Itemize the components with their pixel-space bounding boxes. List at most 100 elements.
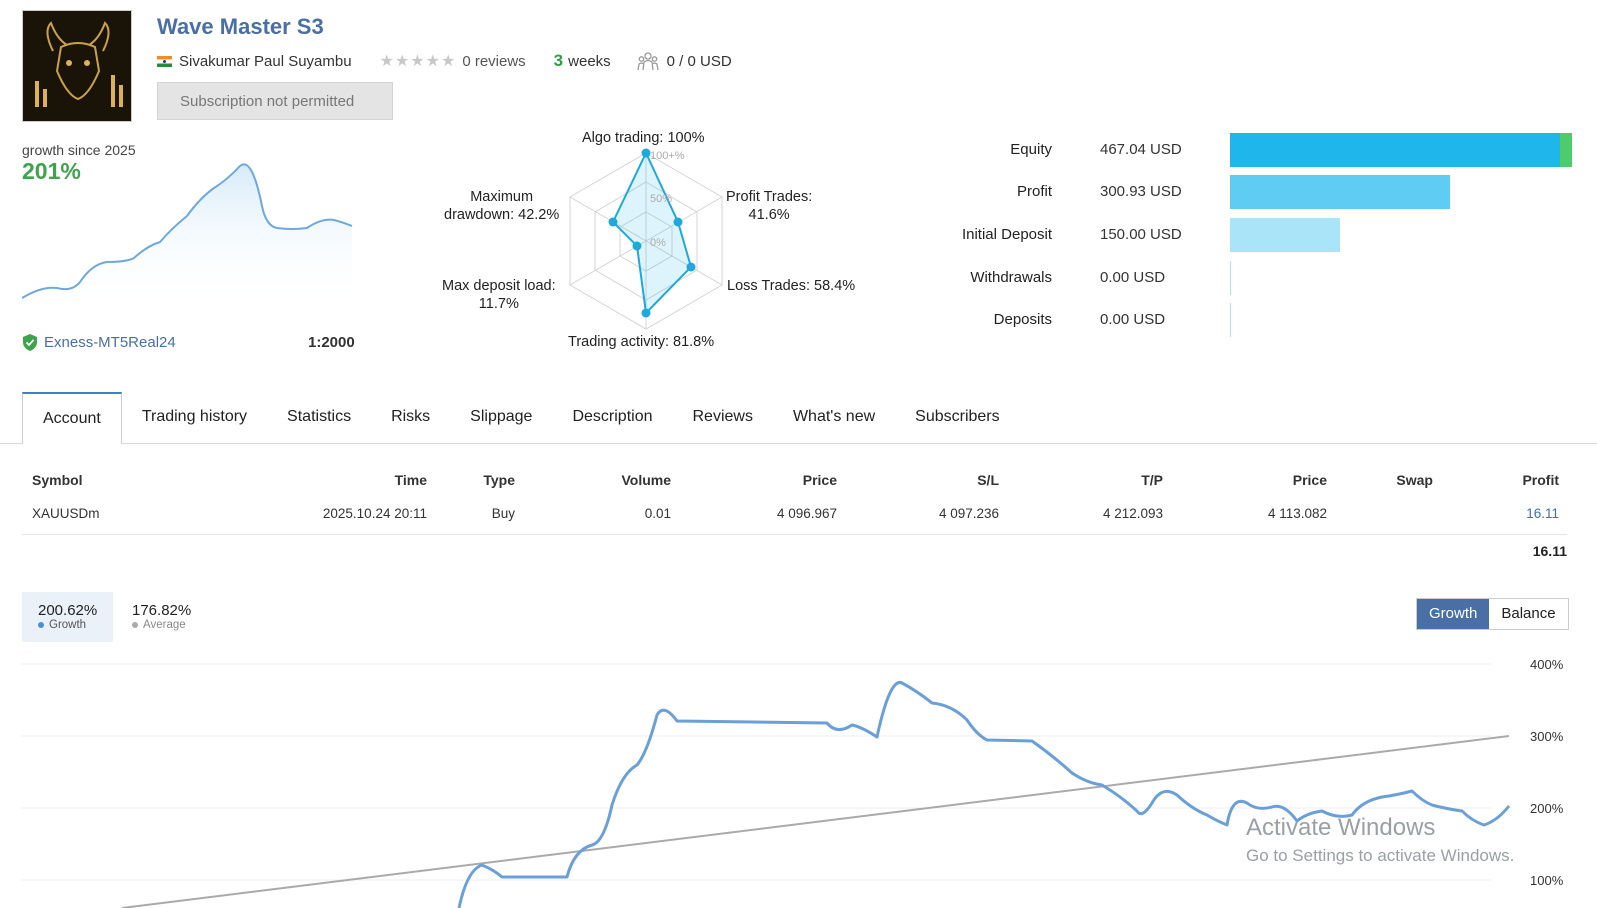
reviews-count[interactable]: 0 reviews — [462, 52, 526, 70]
tab-account[interactable]: Account — [22, 392, 122, 444]
subscribers-icon — [637, 52, 659, 71]
table-total-profit: 16.11 — [1532, 543, 1567, 559]
broker-name[interactable]: Exness-MT5Real24 — [44, 334, 176, 351]
growth-since-label: growth since 2025 — [22, 142, 136, 158]
mini-growth-line — [22, 163, 353, 299]
growth-stat-legend: Growth — [38, 619, 97, 631]
cell-type: Buy — [491, 506, 515, 521]
col-swap: Swap — [1396, 472, 1433, 488]
col-profit: Profit — [1522, 472, 1559, 488]
radar-point-algo — [641, 148, 651, 158]
profit-value: 300.93 USD — [1100, 183, 1182, 200]
average-stat-legend: Average — [132, 619, 191, 631]
india-flag-icon — [157, 55, 172, 67]
profit-bar — [1230, 175, 1450, 209]
growth-percent: 201% — [22, 158, 81, 184]
watermark-subtitle: Go to Settings to activate Windows. — [1246, 846, 1515, 865]
weeks-count: 3 — [553, 51, 564, 70]
equity-bar-cap — [1560, 133, 1572, 167]
col-time: Time — [394, 472, 427, 488]
author-name[interactable]: Sivakumar Paul Suyambu — [179, 52, 352, 70]
radar-label-profit: Profit Trades: 41.6% — [726, 188, 812, 224]
initial-deposit-label: Initial Deposit — [961, 226, 1052, 243]
radar-label-profit-title: Profit Trades: — [726, 189, 813, 205]
average-stat-value: 176.82% — [132, 602, 192, 619]
radar-label-profit-value: 41.6% — [748, 207, 790, 223]
deposits-value: 0.00 USD — [1100, 311, 1166, 328]
table-row: XAUUSDm 2025.10.24 20:11 Buy 0.01 4 096.… — [22, 506, 1567, 530]
withdrawals-label: Withdrawals — [970, 269, 1052, 286]
tab-subscribers[interactable]: Subscribers — [915, 408, 1000, 425]
cell-time: 2025.10.24 20:11 — [322, 506, 427, 521]
radar-label-load-title: Max deposit load: — [442, 278, 556, 294]
radar-scale-0: 0% — [650, 237, 666, 249]
balance-toggle-button[interactable]: Balance — [1489, 599, 1568, 629]
average-stat[interactable]: 176.82% Average — [116, 592, 207, 642]
radar-point-loss — [686, 262, 696, 272]
average-dot-icon — [132, 622, 138, 628]
col-tp: T/P — [1141, 472, 1163, 488]
broker-link[interactable]: Exness-MT5Real24 — [22, 334, 176, 351]
activate-windows-watermark: Activate Windows Go to Settings to activ… — [1246, 814, 1514, 866]
equity-value: 467.04 USD — [1100, 141, 1182, 158]
tab-trading-history[interactable]: Trading history — [141, 408, 248, 425]
tab-whats-new[interactable]: What's new — [792, 408, 876, 425]
growth-toggle-button[interactable]: Growth — [1417, 599, 1490, 629]
cell-tp: 4 212.093 — [1102, 506, 1163, 521]
radar-label-drawdown-value: drawdown: 42.2% — [444, 207, 560, 223]
tab-description[interactable]: Description — [572, 408, 653, 425]
signal-meta: Sivakumar Paul Suyambu ★★★★★ 0 reviews 3… — [157, 50, 732, 72]
growth-chart: 400% 300% 200% 100% — [22, 657, 1564, 908]
radar-shape — [611, 150, 693, 316]
radar-scale-50: 50% — [650, 193, 673, 205]
withdrawals-bar — [1230, 261, 1231, 295]
rating-stars: ★★★★★ — [379, 53, 457, 70]
growth-dot-icon — [38, 622, 44, 628]
radar-point-load — [632, 241, 642, 251]
withdrawals-row: Withdrawals 0.00 USD — [940, 261, 1580, 295]
y-tick-400: 400% — [1530, 657, 1564, 672]
tab-bar: Account Trading history Statistics Risks… — [22, 392, 1020, 444]
cell-profit: 16.11 — [1526, 506, 1559, 521]
equity-label: Equity — [1010, 141, 1052, 158]
profit-label: Profit — [1016, 183, 1052, 200]
chart-mode-toggle: Growth Balance — [1416, 598, 1569, 630]
y-tick-200: 200% — [1530, 801, 1564, 816]
growth-series-line — [457, 681, 1511, 908]
signal-title[interactable]: Wave Master S3 — [157, 14, 324, 39]
signal-avatar[interactable] — [22, 10, 132, 122]
y-tick-100: 100% — [1530, 873, 1564, 888]
radar-label-activity: Trading activity: 81.8% — [568, 334, 715, 350]
cell-sl: 4 097.236 — [938, 506, 999, 521]
initial-deposit-row: Initial Deposit 150.00 USD — [940, 218, 1580, 252]
tab-statistics[interactable]: Statistics — [287, 408, 352, 425]
withdrawals-value: 0.00 USD — [1100, 269, 1166, 286]
subscription-button[interactable]: Subscription not permitted — [157, 82, 393, 120]
weeks-label: weeks — [568, 52, 611, 70]
col-price-current: Price — [1292, 472, 1327, 488]
growth-stat-label: Growth — [49, 619, 87, 631]
verified-shield-icon — [23, 334, 37, 351]
radar-label-load-value: 11.7% — [478, 296, 519, 312]
col-volume: Volume — [621, 472, 671, 488]
subscribers-value: 0 / 0 USD — [666, 52, 732, 70]
growth-stat[interactable]: 200.62% Growth — [22, 592, 114, 642]
deposits-label: Deposits — [993, 311, 1052, 328]
initial-deposit-value: 150.00 USD — [1100, 226, 1182, 243]
leverage: 1:2000 — [308, 334, 355, 351]
watermark-title: Activate Windows — [1246, 814, 1436, 841]
radar-label-algo: Algo trading: 100% — [582, 130, 705, 146]
table-separator — [22, 534, 1567, 535]
equity-bar — [1230, 133, 1560, 167]
tab-risks[interactable]: Risks — [391, 408, 431, 425]
tab-slippage[interactable]: Slippage — [470, 408, 533, 425]
average-line — [121, 735, 1510, 908]
average-stat-label: Average — [143, 619, 186, 631]
col-price-open: Price — [802, 472, 837, 488]
col-type: Type — [483, 472, 515, 488]
radar-label-drawdown-title: Maximum — [470, 189, 534, 205]
col-symbol: Symbol — [32, 472, 83, 488]
tab-reviews[interactable]: Reviews — [692, 408, 753, 425]
positions-table-header: Symbol Time Type Volume Price S/L T/P Pr… — [22, 472, 1567, 496]
tabs-divider — [0, 443, 1597, 444]
